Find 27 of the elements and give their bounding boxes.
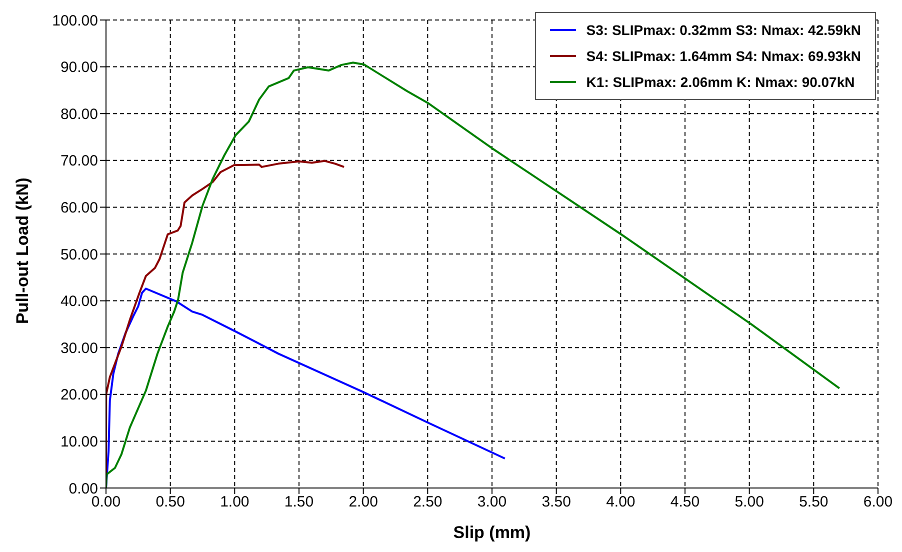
- x-tick-label: 2.00: [348, 494, 378, 511]
- x-tick-label: 1.50: [284, 494, 314, 511]
- y-tick-label: 40.00: [60, 293, 98, 310]
- x-tick-label: 5.00: [734, 494, 764, 511]
- y-tick-label: 20.00: [60, 386, 98, 404]
- y-tick-label: 50.00: [60, 246, 98, 264]
- y-tick-label: 100.00: [52, 12, 98, 30]
- y-tick-label: 10.00: [60, 434, 98, 451]
- x-tick-label: 4.00: [606, 494, 636, 511]
- legend-label: K1: SLIPmax: 2.06mm K: Nmax: 90.07kN: [586, 73, 855, 92]
- legend-label: S4: SLIPmax: 1.64mm S4: Nmax: 69.93kN: [586, 47, 861, 66]
- x-tick-label: 4.50: [670, 494, 700, 511]
- x-tick-label: 0.50: [156, 494, 185, 511]
- x-tick-label: 5.50: [799, 494, 828, 511]
- x-axis-title: Slip (mm): [453, 523, 531, 542]
- y-tick-label: 80.00: [60, 106, 98, 123]
- x-tick-label: 3.00: [477, 494, 507, 511]
- x-tick-label: 3.50: [542, 494, 571, 511]
- legend-label: S3: SLIPmax: 0.32mm S3: Nmax: 42.59kN: [586, 21, 861, 40]
- y-axis-title: Pull-out Load (kN): [13, 178, 32, 324]
- x-tick-label: 2.50: [413, 494, 442, 511]
- y-tick-label: 60.00: [60, 200, 98, 217]
- y-tick-label: 30.00: [60, 340, 98, 357]
- x-tick-label: 1.00: [220, 494, 250, 511]
- y-tick-label: 70.00: [60, 152, 98, 170]
- y-tick-label: 90.00: [60, 59, 98, 76]
- x-tick-label: 6.00: [863, 494, 893, 511]
